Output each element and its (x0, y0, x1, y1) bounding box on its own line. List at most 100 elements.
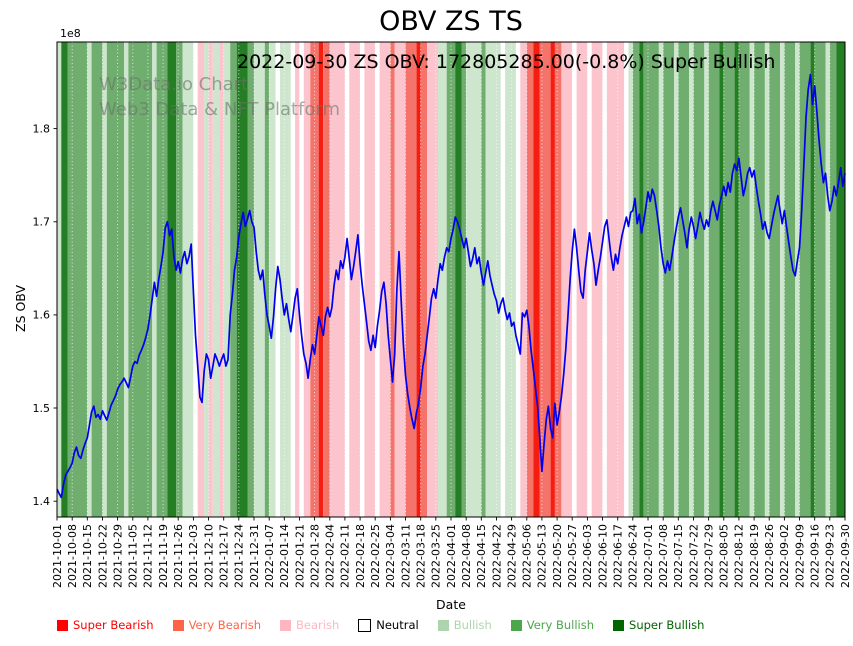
x-tick-label: 2022-01-21 (293, 524, 306, 588)
x-tick-label: 2022-08-05 (718, 524, 731, 588)
x-tick-label: 2022-07-22 (687, 524, 700, 588)
chart-subtitle: 2022-09-30 ZS OBV: 172805285.00(-0.8%) S… (237, 51, 776, 73)
x-axis-label: Date (436, 597, 466, 612)
x-tick-label: 2022-03-25 (430, 524, 443, 588)
x-tick-label: 2022-02-18 (354, 524, 367, 588)
x-tick-label: 2022-04-08 (460, 524, 473, 588)
legend-label: Neutral (376, 618, 419, 632)
x-tick-label: 2021-12-10 (202, 524, 215, 588)
x-tick-label: 2021-10-08 (66, 524, 79, 588)
legend-item-very-bullish: Very Bullish (510, 618, 595, 632)
sentiment-band-very_bullish (247, 42, 254, 517)
x-tick-label: 2022-02-04 (324, 524, 337, 588)
sentiment-band-very_bullish (446, 42, 456, 517)
sentiment-band-bullish (749, 42, 754, 517)
x-tick-label: 2022-01-28 (308, 524, 321, 588)
sentiment-band-bearish (606, 42, 625, 517)
sentiment-band-bearish (349, 42, 361, 517)
sentiment-band-neutral (572, 42, 577, 517)
watermark: W3Data.io Chart Web3 Data & NFT Platform (99, 72, 340, 122)
legend-item-bearish: Bearish (280, 618, 339, 632)
sentiment-band-neutral (290, 42, 296, 517)
sentiment-band-bearish (561, 42, 573, 517)
sentiment-band-bearish (219, 42, 224, 517)
sentiment-band-very_bullish (814, 42, 826, 517)
sentiment-band-very_bullish (91, 42, 103, 517)
x-tick-label: 2021-12-24 (233, 524, 246, 588)
x-tick-label: 2022-06-24 (627, 524, 640, 588)
sentiment-band-super_bearish (416, 42, 421, 517)
legend-label: Super Bullish (629, 618, 705, 632)
x-tick-label: 2022-09-02 (778, 524, 791, 588)
sentiment-band-bullish (485, 42, 501, 517)
sentiment-band-very_bullish (738, 42, 750, 517)
x-tick-label: 2022-07-29 (702, 524, 715, 588)
y-tick-label: 1.4 (33, 495, 51, 508)
sentiment-band-bullish (628, 42, 633, 517)
legend-swatch (280, 619, 292, 631)
sentiment-band-bullish (505, 42, 516, 517)
sentiment-band-very_bearish (323, 42, 330, 517)
x-tick-label: 2022-04-01 (445, 524, 458, 588)
sentiment-band-bullish (223, 42, 231, 517)
x-tick-label: 2022-09-23 (824, 524, 837, 588)
legend-item-bullish: Bullish (437, 618, 492, 632)
sentiment-band-very_bearish (390, 42, 395, 517)
chart-title: OBV ZS TS (379, 6, 523, 37)
x-tick-label: 2022-09-09 (793, 524, 806, 588)
watermark-line2: Web3 Data & NFT Platform (99, 99, 341, 120)
x-tick-label: 2022-07-15 (672, 524, 685, 588)
x-tick-label: 2022-06-03 (581, 524, 594, 588)
sentiment-band-very_bullish (799, 42, 811, 517)
x-tick-label: 2022-08-12 (733, 524, 746, 588)
sentiment-band-bearish (576, 42, 588, 517)
sentiment-band-neutral (500, 42, 506, 517)
sentiment-band-bearish (208, 42, 213, 517)
sentiment-band-super_bullish (236, 42, 248, 517)
x-tick-label: 2022-05-13 (536, 524, 549, 588)
legend-label: Very Bearish (188, 618, 262, 632)
sentiment-band-very_bearish (405, 42, 417, 517)
x-tick-label: 2022-03-04 (384, 524, 397, 588)
sentiment-band-very_bullish (156, 42, 168, 517)
x-tick-label: 2022-05-27 (566, 524, 579, 588)
legend-label: Bearish (296, 618, 340, 632)
sentiment-band-very_bullish (754, 42, 765, 517)
x-tick-label: 2022-07-08 (657, 524, 670, 588)
sentiment-band-bullish (689, 42, 694, 517)
legend-label: Super Bearish (73, 618, 154, 632)
sentiment-band-very_bullish (663, 42, 674, 517)
sentiment-band-super_bullish (639, 42, 644, 517)
sentiment-band-neutral (344, 42, 350, 517)
sentiment-band-super_bullish (167, 42, 177, 517)
legend-swatch (358, 618, 372, 632)
sentiment-band-bearish (364, 42, 376, 517)
sentiment-band-bullish (438, 42, 447, 517)
sentiment-band-bullish (280, 42, 291, 517)
sentiment-band-bullish (57, 42, 62, 517)
sentiment-band-very_bullish (264, 42, 270, 517)
sentiment-band-neutral (587, 42, 592, 517)
sentiment-band-bullish (704, 42, 709, 517)
x-tick-label: 2022-04-22 (490, 524, 503, 588)
y-tick-label: 1.5 (33, 402, 51, 415)
legend-swatch (437, 619, 449, 631)
sentiment-band-bullish (204, 42, 209, 517)
sentiment-band-very_bearish (526, 42, 534, 517)
x-tick-label: 2021-11-19 (157, 524, 170, 588)
x-tick-label: 2022-09-30 (839, 524, 852, 588)
sentiment-band-bullish (269, 42, 276, 517)
sentiment-band-bullish (102, 42, 107, 517)
legend-swatch (57, 619, 68, 631)
y-axis-offset-label: 1e8 (60, 27, 81, 40)
sentiment-band-bullish (212, 42, 220, 517)
sentiment-band-bearish (427, 42, 438, 517)
watermark-line1: W3Data.io Chart (99, 74, 249, 95)
sentiment-band-bullish (825, 42, 830, 517)
sentiment-band-bullish (466, 42, 482, 517)
legend-label: Very Bullish (526, 618, 595, 632)
x-tick-label: 2021-11-12 (142, 524, 155, 588)
sentiment-band-super_bearish (533, 42, 540, 517)
sentiment-band-very_bullish (693, 42, 705, 517)
